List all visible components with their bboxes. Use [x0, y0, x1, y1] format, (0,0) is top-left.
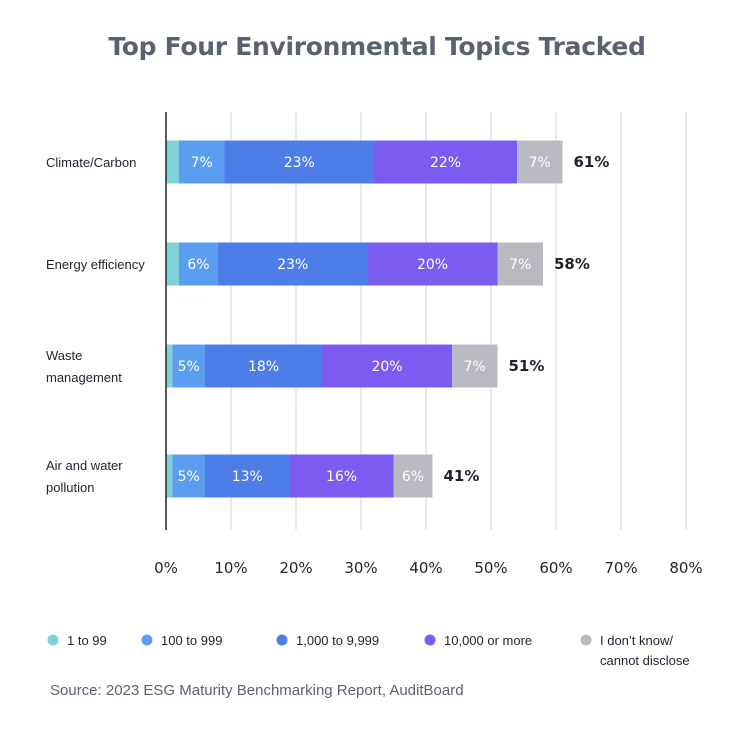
x-tick-label: 10%: [214, 559, 247, 577]
bar-segment: [166, 242, 179, 286]
chart-title: Top Four Environmental Topics Tracked: [108, 32, 646, 61]
total-label: 41%: [444, 467, 480, 485]
segment-label: 5%: [178, 469, 200, 485]
bar-segment: [322, 344, 452, 388]
segment-label: 16%: [326, 469, 357, 485]
segment-label: 6%: [187, 257, 209, 273]
x-axis-ticks: 0% 10% 20% 30% 40% 50% 60% 70% 80%: [154, 559, 703, 577]
bar-segment: [172, 454, 205, 498]
bars: 7% 23% 22% 7% 61% 6% 23% 20% 7% 58% 5% 18% 20% 7% 51% 5…: [165, 112, 610, 530]
category-label: Waste: [46, 348, 82, 363]
bar-segment: [452, 344, 498, 388]
legend-swatch: [424, 634, 436, 646]
legend-swatch: [141, 634, 153, 646]
legend-swatch: [276, 634, 288, 646]
legend-swatch: [47, 634, 59, 646]
total-label: 51%: [509, 357, 545, 375]
x-tick-label: 20%: [279, 559, 312, 577]
category-labels: Climate/Carbon Energy efficiency Waste mana…: [46, 155, 145, 495]
bar-segment: [166, 140, 179, 184]
legend-swatch: [580, 634, 592, 646]
segment-label: 7%: [464, 359, 486, 375]
total-label: 58%: [554, 255, 590, 273]
category-label: Air and water: [46, 458, 123, 473]
category-label: management: [46, 370, 122, 385]
x-tick-label: 30%: [344, 559, 377, 577]
bar-segment: [517, 140, 563, 184]
total-label: 61%: [574, 153, 610, 171]
bar-segment: [393, 454, 433, 498]
bar-segment: [179, 242, 218, 286]
bar-segment: [374, 140, 517, 184]
segment-label: 20%: [371, 359, 402, 375]
segment-label: 7%: [191, 155, 213, 171]
x-tick-label: 80%: [669, 559, 702, 577]
legend-label: 1,000 to 9,999: [296, 633, 379, 648]
bar-segment: [289, 454, 394, 498]
bar-segment: [218, 242, 368, 286]
segment-label: 7%: [509, 257, 531, 273]
bar-segment: [166, 344, 173, 388]
segment-label: 6%: [402, 469, 424, 485]
legend: 1 to 99 100 to 999 1,000 to 9,999 10,000 or…: [47, 633, 690, 668]
segment-label: 22%: [430, 155, 461, 171]
segment-label: 5%: [178, 359, 200, 375]
bar-segment: [179, 140, 225, 184]
segment-label: 23%: [277, 257, 308, 273]
bar-segment: [172, 344, 205, 388]
category-label: Climate/Carbon: [46, 155, 136, 170]
category-label: pollution: [46, 480, 94, 495]
x-tick-label: 0%: [154, 559, 178, 577]
bar-segment: [205, 344, 322, 388]
segment-label: 13%: [232, 469, 263, 485]
legend-label: 100 to 999: [161, 633, 222, 648]
segment-label: 23%: [284, 155, 315, 171]
bar-segment: [224, 140, 374, 184]
category-label: Energy efficiency: [46, 257, 145, 272]
bar-segment: [166, 454, 173, 498]
bar-segment: [205, 454, 290, 498]
x-tick-label: 50%: [474, 559, 507, 577]
bar-segment: [497, 242, 543, 286]
legend-label: cannot disclose: [600, 653, 690, 668]
x-tick-label: 70%: [604, 559, 637, 577]
legend-label: I don’t know/: [600, 633, 673, 648]
source-note: Source: 2023 ESG Maturity Benchmarking R…: [50, 682, 464, 699]
segment-label: 18%: [248, 359, 279, 375]
legend-label: 10,000 or more: [444, 633, 532, 648]
legend-label: 1 to 99: [67, 633, 107, 648]
bar-segment: [367, 242, 498, 286]
segment-label: 7%: [529, 155, 551, 171]
x-tick-label: 60%: [539, 559, 572, 577]
x-tick-label: 40%: [409, 559, 442, 577]
segment-label: 20%: [417, 257, 448, 273]
